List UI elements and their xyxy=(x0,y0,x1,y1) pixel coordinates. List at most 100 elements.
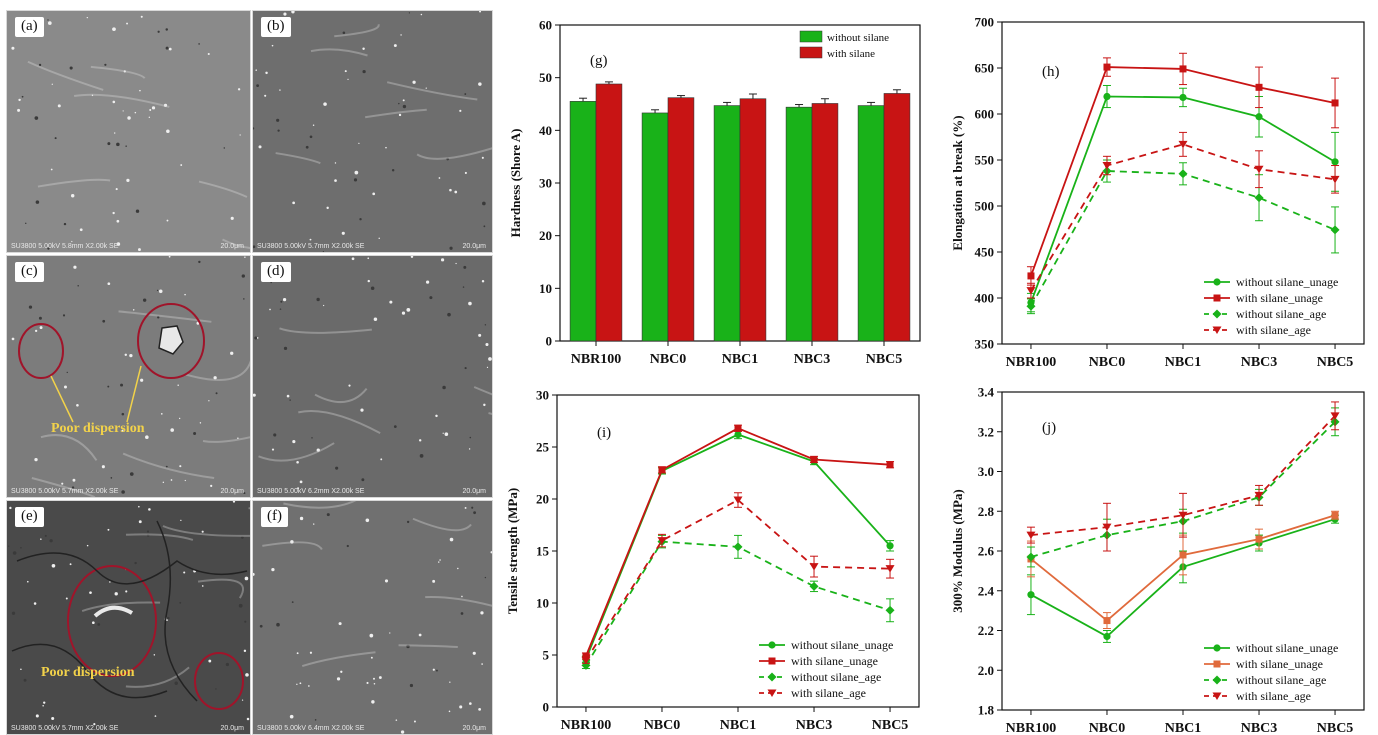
tensile-line-chart: 0 5 10 15 20 25 30 NBR100 NBC0 NBC1 NBC3 NBC5 Tensil… xyxy=(505,388,920,733)
y-tick-label: 2.2 xyxy=(978,623,994,638)
x-tick-label: NBC1 xyxy=(1165,721,1202,735)
x-tick-label: NBR100 xyxy=(1006,355,1057,370)
sem-panel-a: (a) SU3800 5.00kV 5.8mm X2.00k SE 20.0μm xyxy=(6,10,251,253)
data-point xyxy=(1027,591,1035,599)
sem-info: SU3800 5.00kV 6.4mm X2.00k SE xyxy=(257,725,365,732)
poor-dispersion-label: Poor dispersion xyxy=(41,665,135,680)
data-point xyxy=(1178,169,1188,179)
legend-label: with silane_unage xyxy=(1236,291,1323,305)
data-point xyxy=(809,581,819,591)
panel-label: (b) xyxy=(261,17,291,37)
y-axis-label: 300% Modulus (MPa) xyxy=(950,489,965,613)
callout-pointer xyxy=(50,375,74,423)
y-tick-label: 350 xyxy=(975,337,995,352)
crack xyxy=(16,552,248,585)
legend-swatch xyxy=(799,46,823,59)
y-tick-label: 15 xyxy=(536,544,550,559)
poor-dispersion-label: Poor dispersion xyxy=(51,421,145,436)
bar xyxy=(569,101,597,342)
series xyxy=(581,492,895,665)
y-tick-label: 0 xyxy=(543,700,550,715)
legend-label: with silane xyxy=(827,48,875,60)
x-tick-label: NBC0 xyxy=(1089,721,1126,735)
sem-e-annotations xyxy=(11,520,248,710)
x-tick-label: NBC1 xyxy=(1165,355,1202,370)
sem-texture xyxy=(7,11,250,252)
x-tick-label: NBC5 xyxy=(1317,721,1354,735)
data-point xyxy=(657,537,667,545)
data-point xyxy=(733,542,743,552)
data-point xyxy=(1026,301,1036,311)
data-point xyxy=(1254,491,1264,500)
x-tick-label: NBC5 xyxy=(866,352,903,367)
legend-swatch xyxy=(799,30,823,43)
bar xyxy=(811,103,839,342)
crack xyxy=(11,643,168,699)
y-tick-label: 650 xyxy=(975,61,995,76)
bar xyxy=(883,93,911,342)
y-tick-label: 400 xyxy=(975,291,995,306)
data-point xyxy=(1026,552,1036,562)
bar xyxy=(641,112,669,342)
data-point xyxy=(1212,326,1222,334)
data-point xyxy=(1212,692,1222,700)
sem-scale: 20.0μm xyxy=(220,725,245,732)
data-point xyxy=(1331,99,1339,107)
data-point xyxy=(768,657,776,665)
x-tick-label: NBC3 xyxy=(1241,355,1278,370)
sem-c-annotations xyxy=(18,303,205,423)
poor-dispersion-circle xyxy=(67,565,157,677)
data-point xyxy=(1330,175,1340,184)
data-point xyxy=(1103,632,1111,641)
x-tick-label: NBC5 xyxy=(872,718,909,733)
y-tick-label: 25 xyxy=(536,440,550,455)
sem-info: SU3800 5.00kV 5.8mm X2.00k SE xyxy=(11,243,119,250)
sem-scale: 20.0μm xyxy=(220,488,245,495)
poor-dispersion-circle xyxy=(18,323,64,379)
sem-scale: 20.0μm xyxy=(220,243,245,250)
sem-panel-e: (e) Poor dispersion SU3800 5.00kV 5.7mm … xyxy=(6,500,251,735)
sem-info: SU3800 5.00kV 5.7mm X2.00k SE xyxy=(11,488,119,495)
legend-label: without silane_unage xyxy=(1236,275,1338,289)
sem-info: SU3800 5.00kV 5.7mm X2.00k SE xyxy=(257,243,365,250)
sem-panel-c: (c) Poor dispersion SU3800 5.00kV 5.7mm … xyxy=(6,255,251,498)
y-tick-label: 10 xyxy=(539,281,552,296)
series xyxy=(1026,131,1340,299)
data-point xyxy=(1178,140,1188,149)
data-point xyxy=(1330,412,1340,420)
data-point xyxy=(767,689,777,697)
sem-texture xyxy=(253,256,492,497)
x-tick-label: NBR100 xyxy=(571,352,622,367)
crack xyxy=(156,520,198,702)
y-tick-label: 500 xyxy=(975,199,995,214)
y-tick-label: 2.6 xyxy=(978,544,995,559)
y-tick-label: 40 xyxy=(539,123,552,138)
y-tick-label: 600 xyxy=(975,107,995,122)
sem-panel-f: (f) SU3800 5.00kV 6.4mm X2.00k SE 20.0μm xyxy=(252,500,493,735)
series-line xyxy=(1030,415,1336,536)
series-line xyxy=(1030,95,1336,303)
panel-label: (h) xyxy=(1042,64,1060,80)
legend-label: without silane xyxy=(827,32,889,44)
x-tick-label: NBR100 xyxy=(561,718,612,733)
agglomerate xyxy=(158,325,184,355)
data-point xyxy=(1103,617,1111,625)
legend-label: with silane_unage xyxy=(791,654,878,668)
data-point xyxy=(1027,272,1035,280)
callout-pointer xyxy=(126,365,142,423)
legend-label: with silane_unage xyxy=(1236,657,1323,671)
bar xyxy=(667,97,695,342)
y-tick-label: 20 xyxy=(536,492,549,507)
legend-label: without silane_age xyxy=(1236,673,1326,687)
panel-label: (j) xyxy=(1042,420,1056,436)
x-tick-label: NBC5 xyxy=(1317,355,1354,370)
y-tick-label: 30 xyxy=(536,388,549,403)
y-axis-label: Tensile strength (MPa) xyxy=(505,488,520,614)
y-tick-label: 20 xyxy=(539,228,552,243)
data-point xyxy=(1213,294,1221,302)
series xyxy=(1026,401,1340,552)
legend-label: with silane_age xyxy=(1236,323,1311,337)
data-point xyxy=(1178,511,1188,520)
sem-scale: 20.0μm xyxy=(462,488,487,495)
data-point xyxy=(1255,83,1263,91)
